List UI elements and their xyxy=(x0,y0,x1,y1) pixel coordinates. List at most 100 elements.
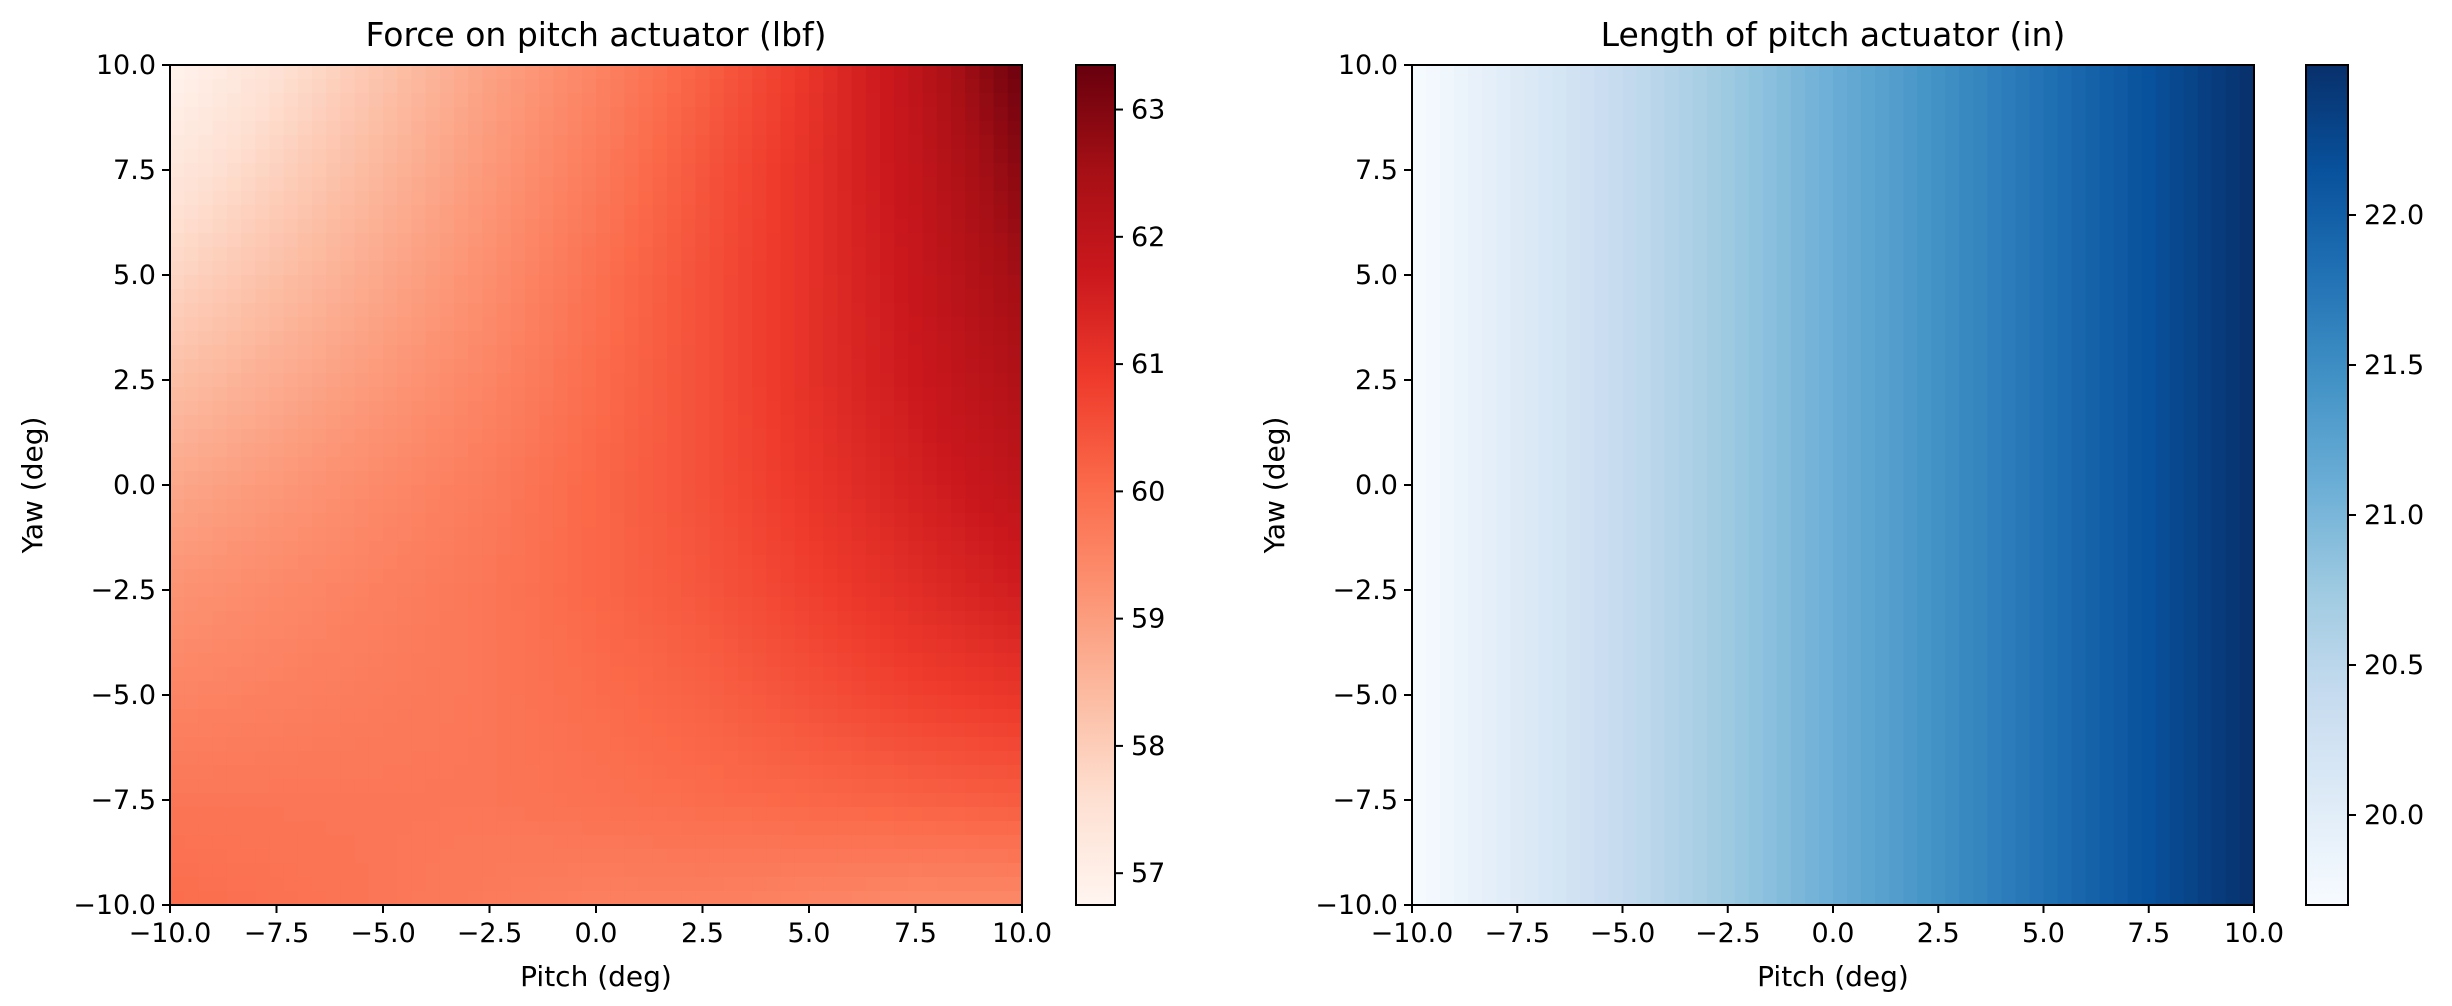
heatmap-cell xyxy=(184,527,199,542)
heatmap-cell xyxy=(851,821,867,836)
heatmap-cell xyxy=(681,583,696,598)
heatmap-cell xyxy=(667,373,682,388)
heatmap-cell xyxy=(354,499,370,514)
heatmap-cell xyxy=(794,611,810,626)
heatmap-cell xyxy=(1762,121,1778,136)
heatmap-cell xyxy=(738,415,753,430)
heatmap-cell xyxy=(638,79,654,94)
heatmap-cell xyxy=(993,625,1009,640)
heatmap-cell xyxy=(425,737,441,752)
heatmap-cell xyxy=(368,331,384,346)
heatmap-cell xyxy=(851,457,867,472)
heatmap-cell xyxy=(965,695,980,710)
heatmap-cell xyxy=(510,709,526,724)
heatmap-cell xyxy=(1748,219,1764,234)
heatmap-cell xyxy=(1804,359,1820,374)
heatmap-cell xyxy=(823,877,838,892)
heatmap-cell xyxy=(681,93,696,108)
heatmap-cell xyxy=(638,709,654,724)
heatmap-cell xyxy=(1903,359,1918,374)
heatmap-cell xyxy=(297,303,313,318)
heatmap-cell xyxy=(1706,121,1722,136)
heatmap-cell xyxy=(1622,107,1638,122)
heatmap-cell xyxy=(667,79,682,94)
heatmap-cell xyxy=(212,891,228,905)
heatmap-cell xyxy=(312,135,327,150)
heatmap-cell xyxy=(425,149,441,164)
heatmap-cell xyxy=(482,177,498,192)
heatmap-cell xyxy=(624,401,640,416)
heatmap-cell xyxy=(1594,149,1610,164)
heatmap-cell xyxy=(823,709,838,724)
heatmap-cell xyxy=(823,233,838,248)
heatmap-cell xyxy=(794,863,810,878)
heatmap-cell xyxy=(865,541,881,556)
heatmap-cell xyxy=(638,121,654,136)
heatmap-cell xyxy=(283,569,299,584)
heatmap-cell xyxy=(979,121,995,136)
heatmap-cell xyxy=(525,485,540,500)
heatmap-cell xyxy=(397,415,412,430)
heatmap-cell xyxy=(979,513,995,528)
heatmap-cell xyxy=(2211,191,2227,206)
heatmap-cell xyxy=(283,359,299,374)
heatmap-cell xyxy=(894,485,909,500)
heatmap-cell xyxy=(809,93,824,108)
heatmap-cell xyxy=(993,863,1009,878)
heatmap-cell xyxy=(2113,79,2129,94)
heatmap-cell xyxy=(567,415,583,430)
heatmap-cell xyxy=(1762,345,1778,360)
heatmap-cell xyxy=(1664,331,1680,346)
heatmap-cell xyxy=(198,667,214,682)
heatmap-cell xyxy=(226,177,242,192)
heatmap-cell xyxy=(667,317,682,332)
heatmap-cell xyxy=(297,373,313,388)
heatmap-cell xyxy=(170,555,185,570)
heatmap-cell xyxy=(865,471,881,486)
heatmap-cell xyxy=(283,737,299,752)
heatmap-cell xyxy=(993,135,1009,150)
heatmap-cell xyxy=(496,387,512,402)
heatmap-cell xyxy=(510,79,526,94)
heatmap-cell xyxy=(1412,345,1427,360)
heatmap-cell xyxy=(553,765,569,780)
heatmap-cell xyxy=(794,79,810,94)
heatmap-cell xyxy=(2239,79,2254,94)
heatmap-cell xyxy=(823,681,838,696)
heatmap-cell xyxy=(638,863,654,878)
heatmap-cell xyxy=(510,415,526,430)
heatmap-cell xyxy=(851,639,867,654)
heatmap-cell xyxy=(198,163,214,178)
heatmap-cell xyxy=(709,261,725,276)
heatmap-cell xyxy=(624,821,640,836)
heatmap-cell xyxy=(908,877,924,892)
heatmap-cell xyxy=(340,737,356,752)
heatmap-cell xyxy=(411,555,427,570)
heatmap-cell xyxy=(1903,219,1918,234)
heatmap-cell xyxy=(596,401,611,416)
heatmap-cell xyxy=(894,359,909,374)
heatmap-cell xyxy=(553,317,569,332)
heatmap-cell xyxy=(738,891,753,905)
heatmap-cell xyxy=(695,779,711,794)
heatmap-cell xyxy=(2043,205,2059,220)
heatmap-cell xyxy=(553,443,569,458)
heatmap-cell xyxy=(354,765,370,780)
heatmap-cell xyxy=(439,583,455,598)
heatmap-cell xyxy=(581,121,597,136)
heatmap-cell xyxy=(1552,163,1567,178)
heatmap-cell xyxy=(965,373,980,388)
heatmap-cell xyxy=(255,541,270,556)
heatmap-cell xyxy=(383,121,398,136)
heatmap-cell xyxy=(2085,65,2101,80)
heatmap-cell xyxy=(1706,163,1722,178)
heatmap-cell xyxy=(539,191,554,206)
heatmap-cell xyxy=(2099,261,2115,276)
heatmap-cell xyxy=(581,527,597,542)
heatmap-cell xyxy=(667,681,682,696)
heatmap-cell xyxy=(908,639,924,654)
heatmap-cell xyxy=(1833,233,1848,248)
heatmap-cell xyxy=(865,107,881,122)
heatmap-cell xyxy=(894,583,909,598)
heatmap-cell xyxy=(2211,303,2227,318)
